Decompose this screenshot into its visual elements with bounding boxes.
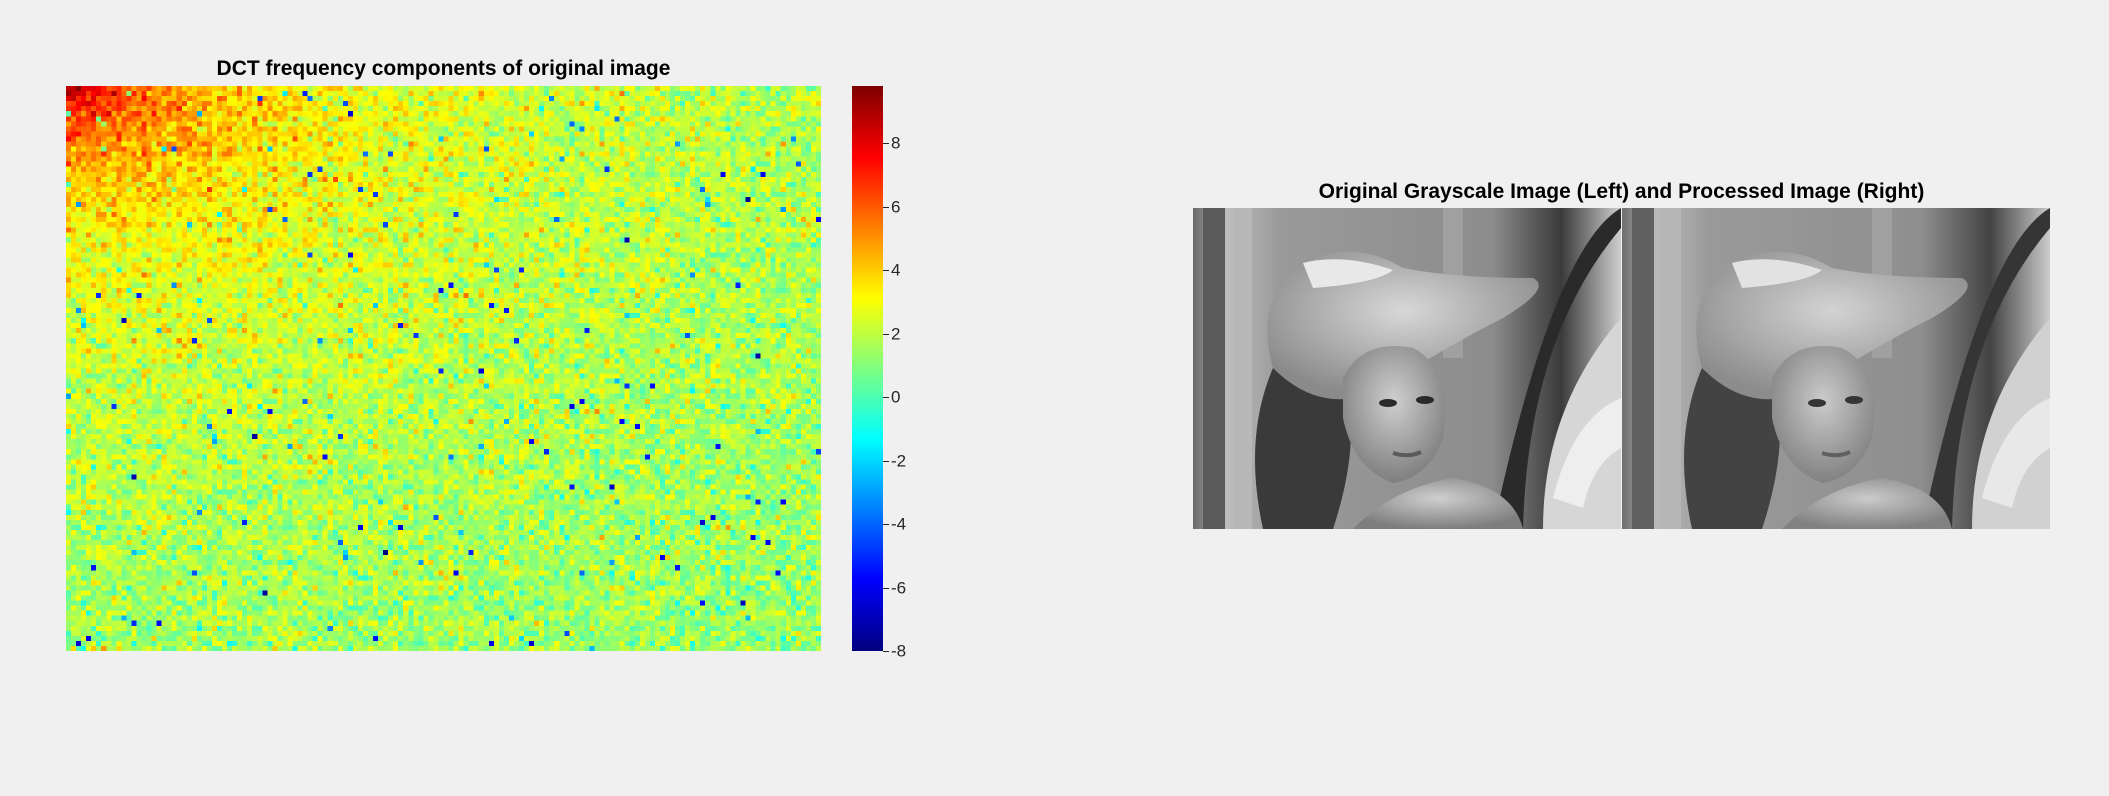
colorbar-tick-label: -8 (891, 641, 907, 661)
grayscale-image-pair (1193, 208, 2050, 529)
colorbar-tick-label: 0 (891, 387, 901, 407)
colorbar-tick-label: -2 (891, 451, 907, 471)
image-title: Original Grayscale Image (Left) and Proc… (1318, 180, 1925, 203)
colorbar-tick-label: 4 (891, 260, 901, 280)
colorbar-tick (883, 397, 889, 399)
colorbar (852, 86, 883, 651)
colorbar-tick-label: -4 (891, 514, 907, 534)
colorbar-tick (883, 524, 889, 526)
colorbar-axis: -8 -6 -4 -2 0 2 4 6 8 (883, 86, 943, 660)
colorbar-tick-label: 2 (891, 324, 901, 344)
colorbar-tick (883, 651, 889, 652)
colorbar-tick-label: 6 (891, 197, 901, 217)
colorbar-tick (883, 587, 889, 589)
heatmap-title: DCT frequency components of original ima… (216, 57, 671, 80)
colorbar-tick (883, 143, 889, 145)
colorbar-tick-label: 8 (891, 133, 901, 153)
dct-heatmap (66, 86, 821, 651)
colorbar-tick-label: -6 (891, 578, 907, 598)
colorbar-tick (883, 333, 889, 335)
colorbar-tick (883, 460, 889, 462)
colorbar-tick (883, 270, 889, 272)
colorbar-tick (883, 206, 889, 208)
